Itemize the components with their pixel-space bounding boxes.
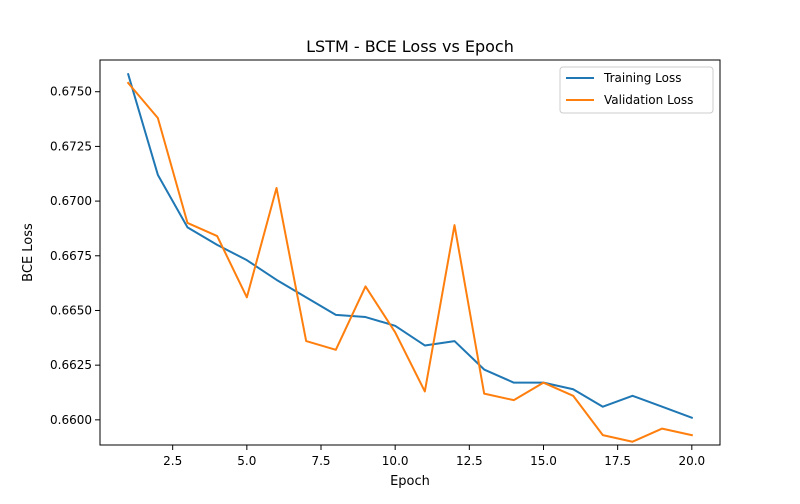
x-tick-label: 17.5 [604, 454, 631, 468]
legend-items: Training Loss Validation Loss [566, 71, 693, 107]
y-tick-label: 0.6750 [50, 85, 92, 99]
legend-label: Training Loss [603, 71, 681, 85]
x-tick-label: 20.0 [678, 454, 705, 468]
y-axis-label: BCE Loss [21, 223, 36, 282]
series-line-validation-loss [126, 81, 694, 443]
x-tick-label: 2.5 [163, 454, 182, 468]
x-axis-ticks: 2.5 5.0 7.5 10.0 12.5 15.0 17.5 20.0 [163, 445, 705, 468]
x-tick-label: 12.5 [456, 454, 483, 468]
x-axis-label: Epoch [390, 474, 430, 489]
y-tick-label: 0.6625 [50, 358, 92, 372]
y-tick-label: 0.6600 [50, 413, 92, 427]
plot-area: 2.5 5.0 7.5 10.0 12.5 15.0 17.5 20.0 0.66000.66… [50, 59, 721, 468]
series-layer [126, 72, 694, 443]
y-tick-label: 0.6725 [50, 139, 92, 153]
x-tick-label: 10.0 [382, 454, 409, 468]
axes-frame [99, 59, 721, 446]
legend-label: Validation Loss [604, 93, 693, 107]
legend: Training Loss Validation Loss [559, 66, 714, 114]
y-tick-label: 0.6700 [50, 194, 92, 208]
y-tick-label: 0.6650 [50, 303, 92, 317]
chart-title: LSTM - BCE Loss vs Epoch [306, 37, 514, 56]
legend-frame [559, 66, 714, 114]
x-tick-label: 7.5 [311, 454, 330, 468]
x-tick-label: 15.0 [530, 454, 557, 468]
y-axis-ticks: 0.6600 0.6625 0.6650 0.6675 0.6700 0.6725 0.67… [50, 85, 100, 427]
y-tick-label: 0.6675 [50, 249, 92, 263]
x-tick-label: 5.0 [237, 454, 256, 468]
